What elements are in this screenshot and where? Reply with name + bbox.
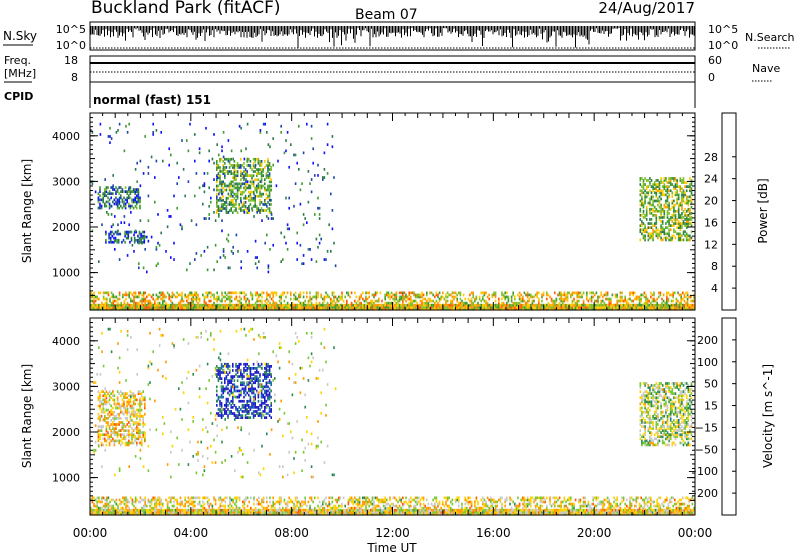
colorbar-tick-label: 200 bbox=[697, 334, 718, 347]
power-panel: 1000 2000 3000 4000 Slant Range [km] 4 8 12 16… bbox=[20, 112, 770, 311]
date-title: 24/Aug/2017 bbox=[598, 0, 695, 17]
echo-region-1 bbox=[216, 362, 272, 419]
velocity-ylabel: Slant Range [km] bbox=[20, 364, 34, 468]
power-data-marks bbox=[90, 122, 695, 311]
time-tick-label: 00:00 bbox=[678, 526, 713, 540]
power-panel-frame bbox=[89, 112, 696, 311]
velocity-colorbar: 200 100 50 15 −15 −50 −100 −200 bbox=[688, 317, 737, 516]
velocity-colorbar-label: Velocity [m s^-1] bbox=[761, 364, 775, 468]
power-axis: 1000 2000 3000 4000 bbox=[52, 113, 696, 310]
time-tick-label: 12:00 bbox=[375, 526, 410, 540]
power-colorbar: 4 8 12 16 20 24 28 bbox=[704, 112, 737, 311]
cpid-label: CPID bbox=[4, 90, 33, 103]
colorbar-tick-label: −15 bbox=[695, 421, 718, 434]
time-tick-label: 08:00 bbox=[274, 526, 309, 540]
noise-right-tick-bottom: 10^0 bbox=[708, 39, 738, 52]
cpid-value: normal (fast) 151 bbox=[93, 93, 211, 107]
echo-region-3 bbox=[639, 382, 693, 447]
freq-right-tick-top: 60 bbox=[708, 54, 722, 67]
power-ylabel: Slant Range [km] bbox=[20, 159, 34, 263]
power-colorbar-label: Power [dB] bbox=[756, 178, 770, 243]
echo-region-2 bbox=[216, 157, 272, 214]
colorbar-tick-label: 12 bbox=[704, 238, 718, 251]
echo-region-2 bbox=[90, 327, 337, 479]
echo-region-4 bbox=[639, 177, 693, 242]
time-tick-label: 16:00 bbox=[476, 526, 511, 540]
freq-right-tick-bottom: 0 bbox=[708, 71, 715, 84]
colorbar-tick-label: −50 bbox=[695, 443, 718, 456]
velocity-axis: 1000 2000 3000 4000 bbox=[52, 318, 696, 515]
freq-left-tick-top: 18 bbox=[64, 54, 78, 67]
range-tick-label: 3000 bbox=[52, 380, 80, 393]
noise-panel: N.Sky 10^5 10^0 10^5 10^0 N.Search bbox=[3, 21, 795, 52]
colorbar-tick-label: 4 bbox=[711, 282, 718, 295]
range-tick-label: 3000 bbox=[52, 175, 80, 188]
freq-left-tick-bottom: 8 bbox=[71, 71, 78, 84]
colorbar-tick-label: 16 bbox=[704, 216, 718, 229]
colorbar-tick-label: 28 bbox=[704, 151, 718, 164]
time-tick-label: 00:00 bbox=[73, 526, 108, 540]
range-tick-label: 1000 bbox=[52, 267, 80, 280]
echo-region-1 bbox=[105, 230, 146, 244]
colorbar-tick-label: 100 bbox=[697, 356, 718, 369]
velocity-panel-frame bbox=[89, 317, 696, 516]
colorbar-tick-label: 50 bbox=[704, 378, 718, 391]
echo-region-0 bbox=[97, 390, 146, 447]
echo-region-5 bbox=[90, 291, 695, 311]
echo-region-0 bbox=[97, 186, 141, 210]
range-tick-label: 2000 bbox=[52, 426, 80, 439]
freq-label-line1: Freq. bbox=[4, 54, 31, 67]
noise-search-label: N.Search bbox=[745, 31, 795, 44]
velocity-data-marks bbox=[90, 327, 695, 516]
beam-title: Beam 07 bbox=[355, 7, 418, 23]
colorbar-tick-label: 24 bbox=[704, 173, 718, 186]
nave-label: Nave bbox=[752, 62, 780, 75]
colorbar-tick-label: −200 bbox=[688, 487, 718, 500]
range-tick-label: 1000 bbox=[52, 472, 80, 485]
range-tick-label: 4000 bbox=[52, 335, 80, 348]
echo-region-4 bbox=[90, 496, 695, 516]
colorbar-tick-label: −100 bbox=[688, 465, 718, 478]
freq-label-line2: [MHz] bbox=[4, 67, 36, 80]
time-axis: 00:00 04:00 08:00 12:00 16:00 20:00 00:00 bbox=[73, 526, 713, 540]
noise-panel-frame bbox=[89, 21, 696, 51]
noise-sky-label: N.Sky bbox=[3, 29, 37, 43]
colorbar-tick-label: 20 bbox=[704, 195, 718, 208]
freq-panel-frame bbox=[89, 55, 696, 83]
range-tick-label: 4000 bbox=[52, 130, 80, 143]
station-title: Buckland Park (fitACF) bbox=[91, 0, 281, 18]
time-tick-label: 20:00 bbox=[577, 526, 612, 540]
colorbar-tick-label: 15 bbox=[704, 400, 718, 413]
noise-left-tick-bottom: 10^0 bbox=[56, 39, 86, 52]
time-axis-label: Time UT bbox=[366, 541, 417, 554]
noise-sky-trace bbox=[90, 26, 695, 48]
noise-right-tick-top: 10^5 bbox=[708, 23, 738, 36]
freq-panel: Freq. [MHz] 18 8 60 0 Nave bbox=[4, 54, 780, 84]
time-tick-label: 04:00 bbox=[174, 526, 209, 540]
range-tick-label: 2000 bbox=[52, 221, 80, 234]
noise-left-tick-top: 10^5 bbox=[56, 23, 86, 36]
colorbar-tick-label: 8 bbox=[711, 260, 718, 273]
